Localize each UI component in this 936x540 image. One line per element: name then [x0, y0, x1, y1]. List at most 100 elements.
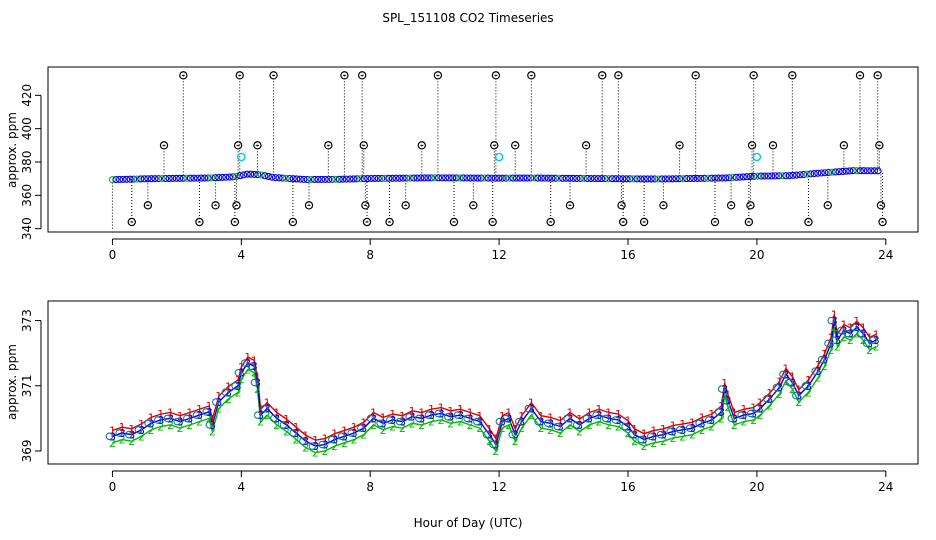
- series-marker-2: 2: [351, 434, 358, 447]
- baseline-point: [364, 175, 372, 183]
- circle-marker: [779, 370, 787, 379]
- series-marker-1: 1: [476, 410, 483, 423]
- outlier-point: [253, 141, 262, 150]
- y-tick-label: 369: [20, 440, 34, 463]
- baseline-point: [863, 167, 871, 175]
- series-marker-1: 1: [409, 405, 416, 418]
- baseline-point: [176, 174, 184, 182]
- baseline-point: [413, 174, 421, 182]
- circle-marker: [270, 414, 278, 423]
- baseline-point: [264, 172, 272, 180]
- series-marker-1: 1: [538, 410, 545, 423]
- baseline-point: [417, 174, 425, 182]
- outlier-point: [211, 201, 220, 210]
- outlier-point: [324, 141, 333, 150]
- circle-marker: [856, 329, 864, 338]
- baseline-point: [371, 174, 379, 183]
- outlier-point: [768, 141, 778, 150]
- baseline-point: [456, 174, 464, 182]
- circle-marker: [763, 395, 771, 403]
- series-marker-2: 2: [805, 386, 812, 399]
- circle-marker: [746, 409, 755, 418]
- baseline-point: [360, 175, 368, 183]
- outlier-point: [691, 71, 700, 80]
- series-marker-1: 1: [567, 406, 574, 419]
- circle-marker: [824, 339, 832, 348]
- y-tick-label: 340: [20, 217, 34, 240]
- baseline-point: [147, 175, 155, 183]
- series-marker-2: 2: [641, 440, 648, 453]
- series-marker-2: 2: [206, 412, 213, 425]
- series-marker-1: 1: [215, 390, 222, 403]
- circle-marker: [105, 432, 114, 441]
- top-plot-frame: [47, 66, 919, 233]
- baseline-point: [169, 174, 177, 182]
- baseline-point: [452, 174, 460, 182]
- baseline-point: [232, 172, 241, 181]
- baseline-point: [179, 174, 187, 182]
- baseline-point: [140, 175, 148, 183]
- baseline-point: [732, 173, 740, 181]
- baseline-point: [537, 174, 545, 182]
- baseline-point: [112, 176, 120, 184]
- outlier-point: [235, 71, 244, 80]
- series-marker-1: 1: [389, 408, 396, 421]
- baseline-point: [385, 174, 393, 182]
- series-marker-2: 2: [615, 421, 622, 434]
- baseline-point: [424, 174, 432, 182]
- series-marker-2: 2: [438, 414, 445, 427]
- baseline-point: [257, 171, 265, 179]
- baseline-point: [229, 173, 237, 181]
- series-marker-1: 1: [486, 423, 493, 436]
- baseline-point: [310, 175, 319, 184]
- series-marker-1: 1: [322, 433, 329, 446]
- circle-marker: [705, 416, 713, 424]
- baseline-point: [459, 174, 467, 182]
- baseline-point: [328, 175, 336, 183]
- baseline-point: [236, 172, 244, 180]
- outlier-point: [357, 71, 367, 80]
- baseline-point: [325, 175, 333, 183]
- circle-marker: [601, 414, 610, 423]
- baseline-point: [201, 174, 209, 182]
- baseline-point: [123, 175, 131, 183]
- series-marker-2: 2: [547, 424, 554, 437]
- series-marker-1: 1: [834, 328, 841, 341]
- baseline-point: [431, 174, 439, 182]
- baseline-point: [381, 174, 389, 182]
- outlier-point: [546, 217, 555, 227]
- series-line-2: [112, 326, 877, 454]
- series-marker-1: 1: [264, 397, 271, 410]
- x-tick-label: 24: [878, 480, 893, 494]
- series-marker-2: 2: [370, 419, 377, 432]
- circle-marker: [543, 419, 552, 427]
- series-marker-2: 2: [828, 344, 835, 357]
- series-marker-1: 1: [625, 415, 632, 428]
- outlier-point: [527, 71, 536, 80]
- baseline-point: [874, 167, 882, 175]
- circle-marker: [621, 422, 629, 431]
- circle-marker: [524, 404, 533, 413]
- baseline-point: [208, 174, 216, 182]
- top-y-axis-label: approx. ppm: [5, 112, 19, 188]
- series-marker-1: 1: [302, 429, 309, 442]
- circle-marker: [376, 419, 384, 427]
- series-marker-1: 1: [724, 389, 731, 402]
- circle-marker: [366, 414, 375, 423]
- circle-marker: [666, 427, 674, 436]
- baseline-point: [693, 174, 701, 182]
- baseline-point: [303, 175, 311, 184]
- cyan-point: [752, 152, 762, 162]
- circle-marker: [837, 326, 845, 335]
- baseline-point: [119, 175, 127, 183]
- outlier-point: [618, 217, 628, 227]
- circle-marker: [144, 419, 152, 427]
- circle-marker: [337, 432, 346, 441]
- baseline-point: [626, 175, 634, 183]
- baseline-point: [268, 173, 276, 181]
- circle-marker: [792, 391, 800, 400]
- baseline-point: [204, 174, 212, 182]
- series-marker-1: 1: [528, 397, 535, 410]
- series-marker-1: 1: [418, 406, 425, 419]
- baseline-point: [839, 167, 847, 176]
